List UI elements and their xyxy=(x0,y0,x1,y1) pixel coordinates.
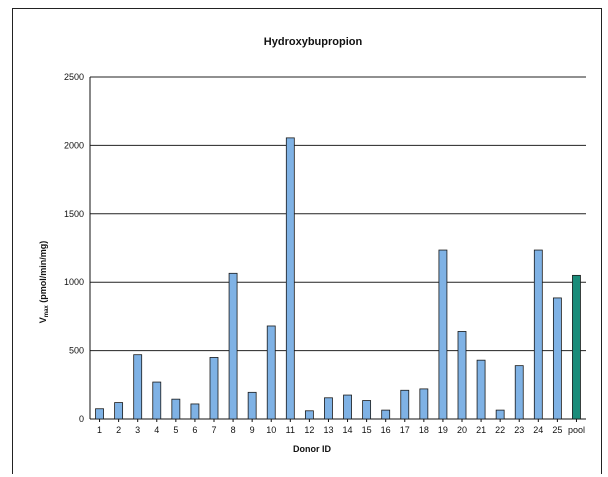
bar xyxy=(266,325,276,420)
x-tick-label: 1 xyxy=(97,425,102,435)
x-tick-label: 19 xyxy=(438,425,448,435)
x-tick-label: 9 xyxy=(250,425,255,435)
x-tick-label: 21 xyxy=(476,425,486,435)
y-tick-label: 0 xyxy=(79,414,84,424)
bar xyxy=(533,249,543,420)
x-tick-label: 8 xyxy=(231,425,236,435)
x-tick-label: 5 xyxy=(173,425,178,435)
x-tick-label: 12 xyxy=(304,425,314,435)
y-tick-label: 500 xyxy=(69,346,84,356)
x-tick-label: 23 xyxy=(514,425,524,435)
x-tick-label: 16 xyxy=(381,425,391,435)
bar xyxy=(381,409,391,420)
x-tick-label: 24 xyxy=(533,425,543,435)
chart-frame xyxy=(12,8,602,474)
x-tick-label: 10 xyxy=(266,425,276,435)
bar xyxy=(495,409,505,420)
bar xyxy=(133,354,143,420)
x-tick-label: 15 xyxy=(362,425,372,435)
x-tick-label: 22 xyxy=(495,425,505,435)
y-tick-label: 1500 xyxy=(64,209,84,219)
x-tick-label: 2 xyxy=(116,425,121,435)
y-axis-label: Vmax (pmol/min/mg) xyxy=(38,241,50,324)
bar xyxy=(552,297,562,420)
x-tick-label: 20 xyxy=(457,425,467,435)
bar xyxy=(438,249,448,420)
bar xyxy=(190,403,200,420)
bar xyxy=(228,272,238,420)
bar xyxy=(209,357,219,420)
x-axis-label: Donor ID xyxy=(293,444,331,454)
x-tick-label: 4 xyxy=(154,425,159,435)
bar xyxy=(95,408,104,420)
chart-title: Hydroxybupropion xyxy=(264,36,363,48)
bar xyxy=(457,331,467,420)
y-axis-label-sub: max xyxy=(44,305,50,318)
bar xyxy=(343,394,352,420)
x-tick-label: 7 xyxy=(211,425,216,435)
y-tick-label: 1000 xyxy=(64,277,84,287)
x-tick-label: pool xyxy=(568,425,585,435)
bar xyxy=(324,397,333,420)
x-tick-label: 13 xyxy=(323,425,333,435)
bar xyxy=(514,365,524,420)
bar xyxy=(419,388,429,420)
x-tick-label: 3 xyxy=(135,425,140,435)
y-axis-label-main: V xyxy=(38,317,48,323)
x-tick-label: 25 xyxy=(552,425,562,435)
bar xyxy=(572,274,581,420)
bar xyxy=(285,137,295,420)
bar xyxy=(476,359,486,420)
x-tick-label: 17 xyxy=(400,425,410,435)
x-tick-label: 11 xyxy=(286,425,295,435)
bar xyxy=(247,391,257,420)
bar xyxy=(152,381,162,420)
y-tick-label: 2000 xyxy=(64,140,84,150)
y-tick-label: 2500 xyxy=(64,72,84,82)
bar xyxy=(362,400,372,420)
bar xyxy=(114,402,124,420)
x-tick-label: 14 xyxy=(343,425,353,435)
y-axis-label-rest: (pmol/min/mg) xyxy=(38,241,48,306)
bar xyxy=(171,398,181,420)
x-tick-label: 18 xyxy=(419,425,429,435)
bar xyxy=(304,410,314,420)
bar xyxy=(400,389,410,420)
x-tick-label: 6 xyxy=(192,425,197,435)
